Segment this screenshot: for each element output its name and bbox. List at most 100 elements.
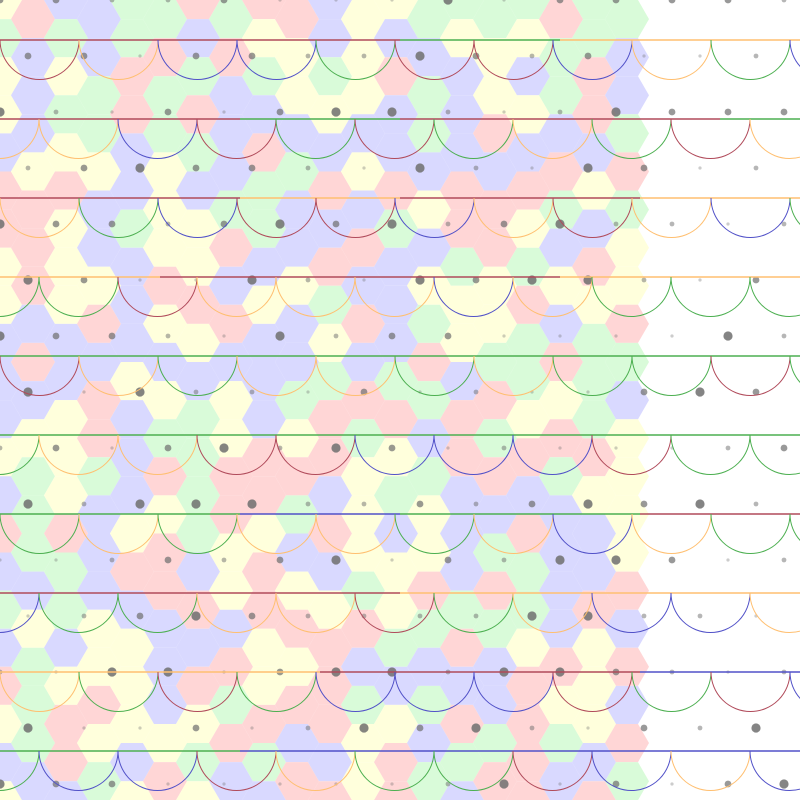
scallop-arc: [552, 355, 633, 396]
grid-dot: [779, 779, 789, 789]
hex-tile: [572, 666, 616, 705]
hex-tile: [110, 743, 154, 782]
hex-tile: [176, 400, 220, 439]
scallop-arc: [117, 276, 198, 317]
scallop-arc: [631, 671, 712, 712]
grid-dot: [193, 389, 199, 395]
scallop-arc: [236, 355, 317, 396]
grid-dot: [164, 108, 172, 116]
hex-tile: [440, 438, 484, 477]
hex-tile: [0, 133, 22, 172]
hex-tile: [506, 590, 550, 629]
hex-tile: [176, 362, 220, 401]
hex-tile: [77, 0, 121, 39]
hex-tile: [110, 514, 154, 553]
hex-tile: [341, 114, 385, 153]
hex-tile: [308, 476, 352, 515]
hex-tile: [110, 209, 154, 248]
hex-tile: [605, 571, 649, 610]
scallop-arc: [78, 671, 159, 712]
scallop-arc: [710, 671, 791, 712]
hex-tile: [440, 133, 484, 172]
hex-tile: [77, 266, 121, 305]
scallop-arc: [0, 197, 80, 238]
grid-dot: [52, 220, 60, 228]
hex-tile: [374, 247, 418, 286]
grid-dot: [165, 333, 171, 339]
scallop-arc: [749, 434, 800, 475]
hex-tile: [539, 114, 583, 153]
hex-tile: [275, 266, 319, 305]
hex-tile: [473, 0, 517, 39]
hex-tile: [407, 685, 451, 724]
hex-tile: [209, 342, 253, 382]
hex-tile: [539, 190, 583, 229]
hex-tile: [539, 0, 583, 39]
hex-tile: [539, 228, 583, 267]
hex-tile: [572, 704, 616, 743]
hex-tile: [572, 0, 616, 20]
hex-tile: [11, 457, 55, 496]
grid-dot: [138, 726, 142, 730]
scallop-arc: [512, 750, 593, 791]
hex-tile: [341, 609, 385, 648]
hex-tile: [440, 362, 484, 401]
hex-tile: [242, 704, 286, 743]
hex-tile: [0, 400, 22, 439]
hex-tile: [0, 438, 22, 477]
hex-tile: [440, 552, 484, 591]
hex-tile: [539, 457, 583, 496]
scallop-arc: [710, 197, 791, 238]
hex-tile: [44, 590, 88, 629]
hex-tile: [0, 476, 22, 515]
scallop-arc: [354, 434, 435, 475]
hex-tile: [605, 342, 649, 382]
hex-tile: [407, 190, 451, 229]
hex-tile: [143, 152, 187, 191]
hex-tile: [572, 628, 616, 667]
hex-tile: [572, 552, 616, 591]
grid-dot: [641, 613, 647, 619]
hex-tile: [176, 133, 220, 172]
hex-tile: [506, 514, 550, 553]
hex-tile: [407, 38, 451, 77]
hex-tile: [44, 247, 88, 286]
hex-tile: [110, 438, 154, 477]
hex-tile: [0, 628, 22, 667]
grid-dot: [164, 444, 172, 452]
hex-tile: [143, 38, 187, 77]
hex-tile: [572, 323, 616, 362]
hex-tile: [0, 0, 22, 20]
hex-tile: [308, 400, 352, 439]
scallop-arc: [670, 434, 751, 475]
grid-dot: [753, 53, 759, 59]
hex-tile: [209, 381, 253, 420]
hex-tile: [473, 533, 517, 572]
grid-dot: [0, 779, 5, 789]
hex-tile: [0, 704, 22, 743]
hex-tile: [440, 628, 484, 667]
grid-dot: [586, 390, 590, 394]
hex-tile: [605, 419, 649, 458]
scallop-arc: [196, 750, 277, 791]
hex-tile: [374, 743, 418, 782]
grid-dot: [780, 444, 788, 452]
hex-tile: [209, 190, 253, 229]
scallop-arc: [591, 276, 672, 317]
scallop-arc: [157, 671, 238, 712]
scallop-arc: [473, 355, 554, 396]
hex-tile: [11, 571, 55, 610]
hex-tile: [11, 647, 55, 686]
scallop-arc: [354, 592, 435, 633]
scallop-arc: [749, 592, 800, 633]
hex-tile: [242, 666, 286, 705]
hex-tile: [572, 133, 616, 172]
hex-tile: [539, 533, 583, 572]
grid-dot: [752, 276, 760, 284]
hex-tile: [407, 533, 451, 572]
hex-tile: [0, 95, 22, 134]
hex-tile: [11, 190, 55, 229]
hex-tile: [440, 285, 484, 324]
hex-tile: [440, 666, 484, 705]
